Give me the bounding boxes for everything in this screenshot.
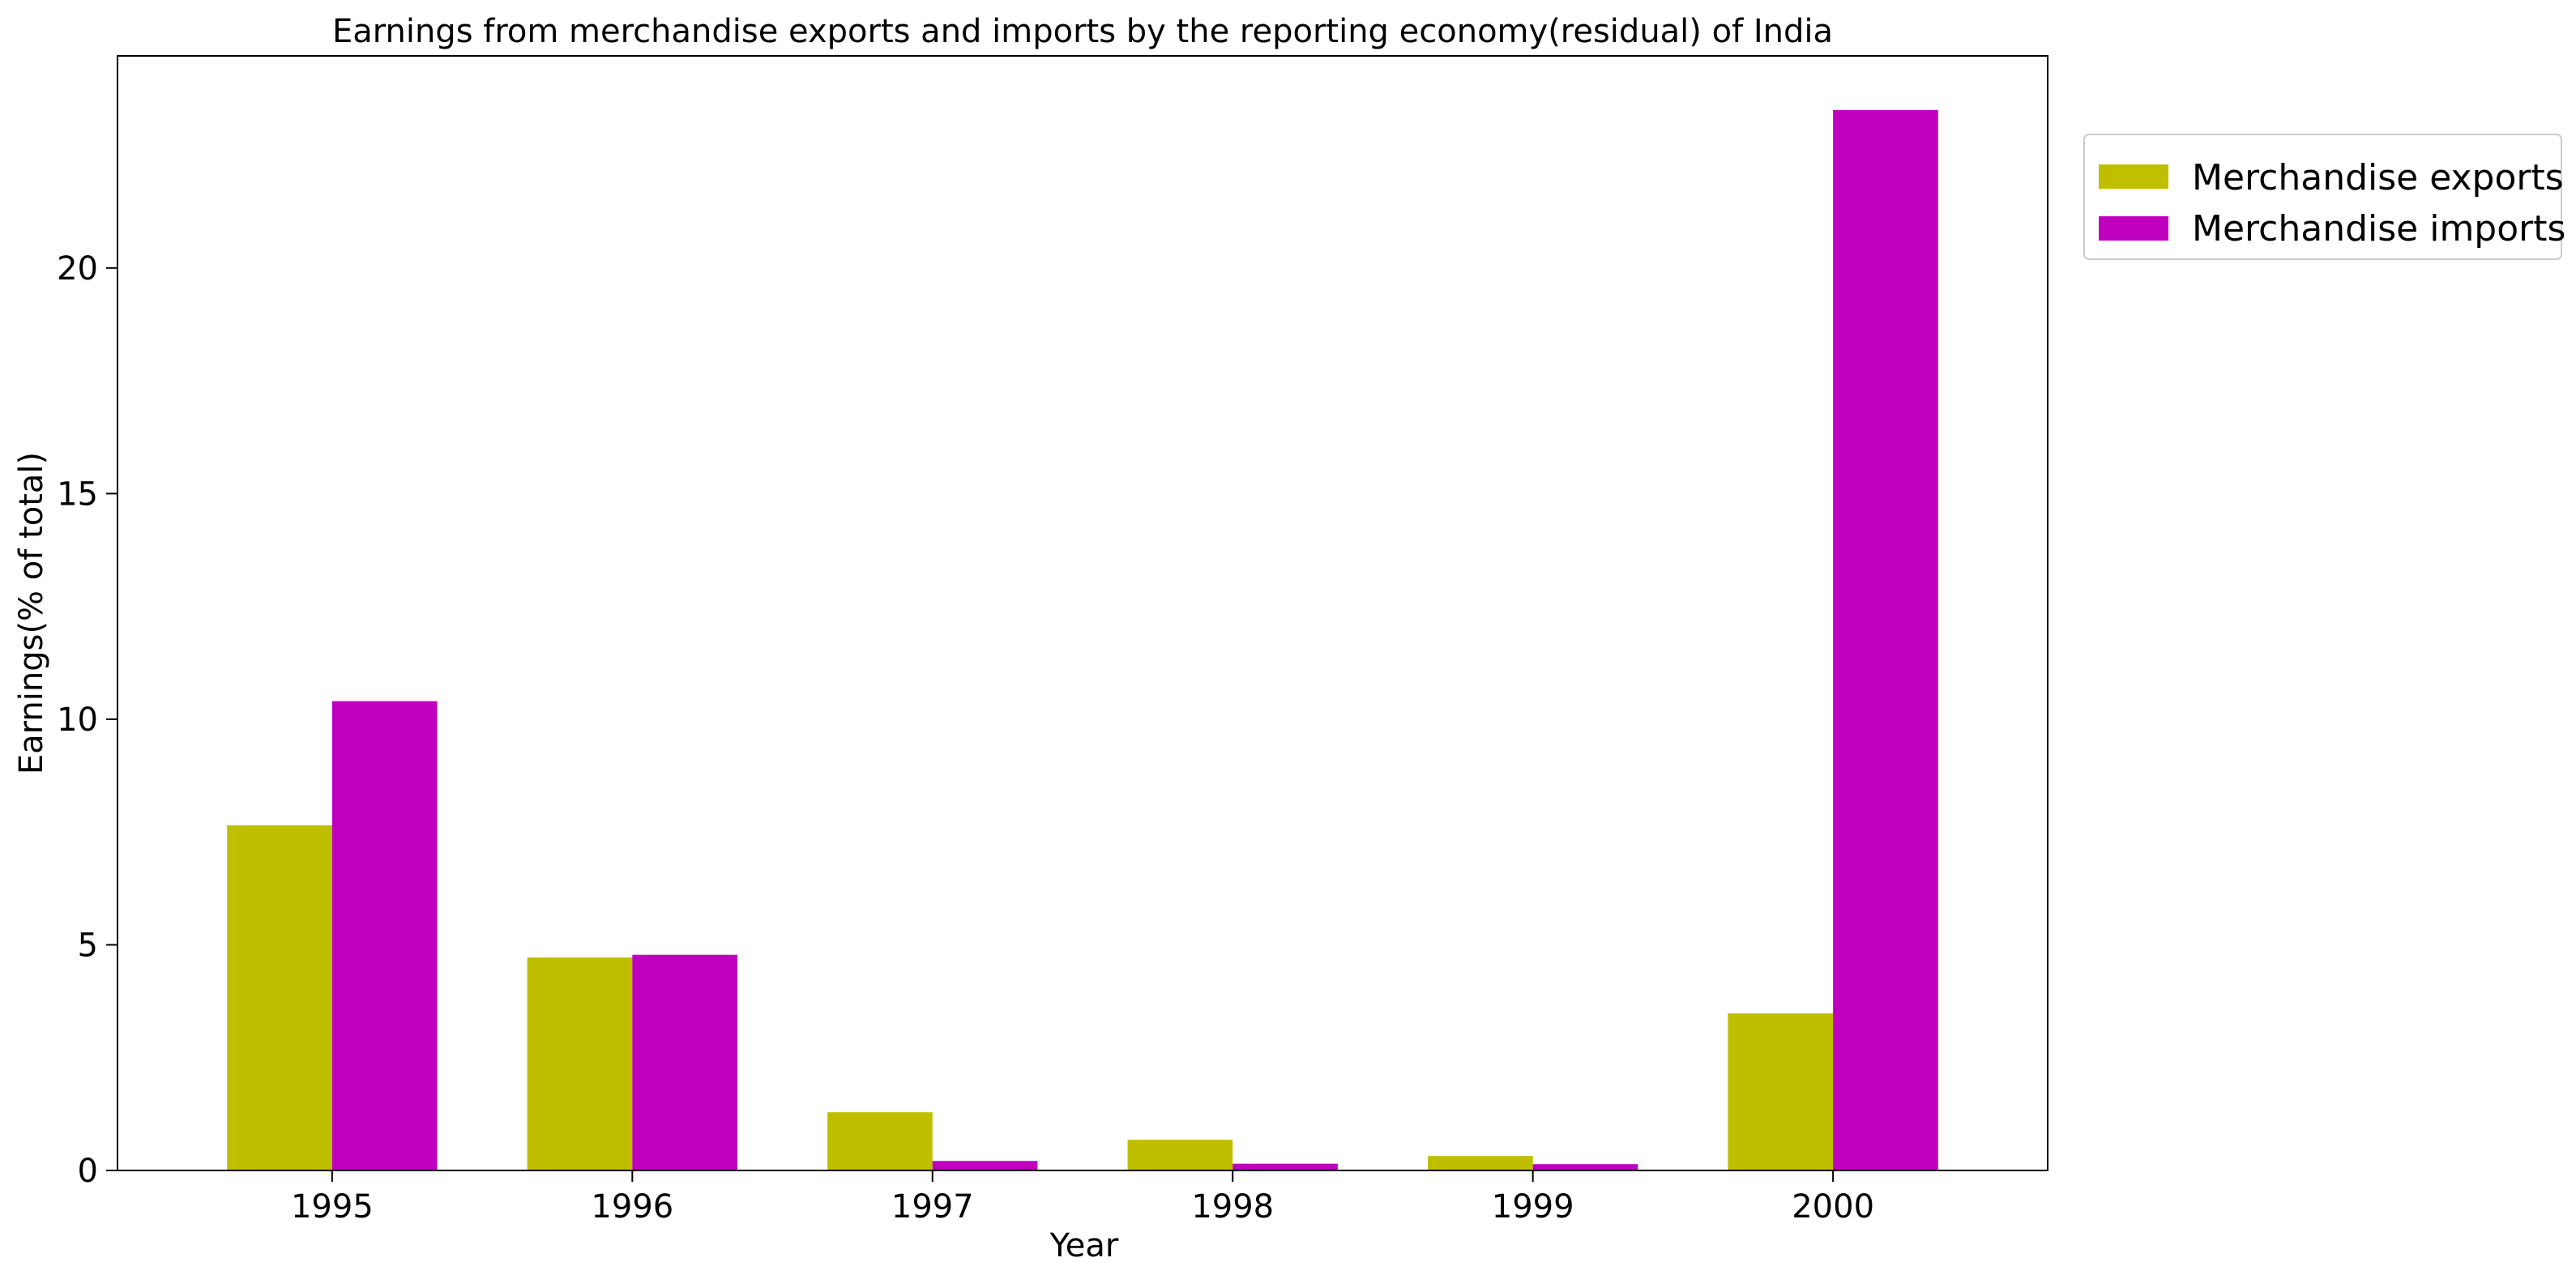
chart-title: Earnings from merchandise exports and im… — [332, 13, 1833, 50]
bar-merchandise-exports-1996 — [527, 957, 633, 1170]
legend: Merchandise exports Merchandise imports — [2083, 134, 2565, 260]
y-tick-label-10: 10 — [57, 701, 98, 739]
bar-merchandise-exports-2000 — [1728, 1013, 1834, 1170]
y-tick-label-5: 5 — [78, 927, 98, 964]
x-tick-label-1995: 1995 — [291, 1188, 374, 1226]
legend-label-merchandise-exports: Merchandise exports — [2192, 157, 2564, 198]
x-tick-label-1996: 1996 — [591, 1188, 673, 1226]
x-tick-label-1999: 1999 — [1492, 1188, 1574, 1226]
bar-merchandise-imports-1998 — [1232, 1163, 1338, 1170]
y-tick-label-15: 15 — [57, 475, 98, 513]
plot-frame — [117, 55, 2048, 1171]
x-tick-label-2000: 2000 — [1792, 1188, 1874, 1226]
bar-merchandise-exports-1997 — [827, 1112, 933, 1170]
bar-merchandise-exports-1998 — [1127, 1140, 1233, 1170]
legend-swatch-merchandise-exports — [2099, 164, 2168, 189]
bars-layer — [227, 109, 1938, 1170]
y-tick-label-20: 20 — [57, 250, 98, 288]
bar-merchandise-imports-1997 — [932, 1161, 1038, 1170]
x-axis-ticks: 1995 1996 1997 1998 1999 2000 — [291, 1170, 1874, 1226]
bar-merchandise-exports-1999 — [1428, 1156, 1533, 1170]
legend-swatch-merchandise-imports — [2099, 216, 2168, 241]
bar-merchandise-imports-1995 — [331, 701, 438, 1170]
bar-merchandise-exports-1995 — [227, 825, 332, 1170]
bar-merchandise-imports-1996 — [632, 954, 737, 1170]
x-axis-label: Year — [1049, 1227, 1119, 1264]
y-axis-ticks: 0 5 10 15 20 — [57, 250, 117, 1190]
bar-merchandise-imports-1999 — [1532, 1164, 1638, 1170]
bar-merchandise-imports-2000 — [1833, 109, 1938, 1170]
legend-frame — [2083, 134, 2562, 260]
legend-label-merchandise-imports: Merchandise imports — [2192, 208, 2565, 249]
x-tick-label-1998: 1998 — [1191, 1188, 1274, 1226]
x-tick-label-1997: 1997 — [891, 1188, 974, 1226]
y-tick-label-0: 0 — [78, 1153, 98, 1190]
y-axis-label: Earnings(% of total) — [13, 452, 50, 774]
